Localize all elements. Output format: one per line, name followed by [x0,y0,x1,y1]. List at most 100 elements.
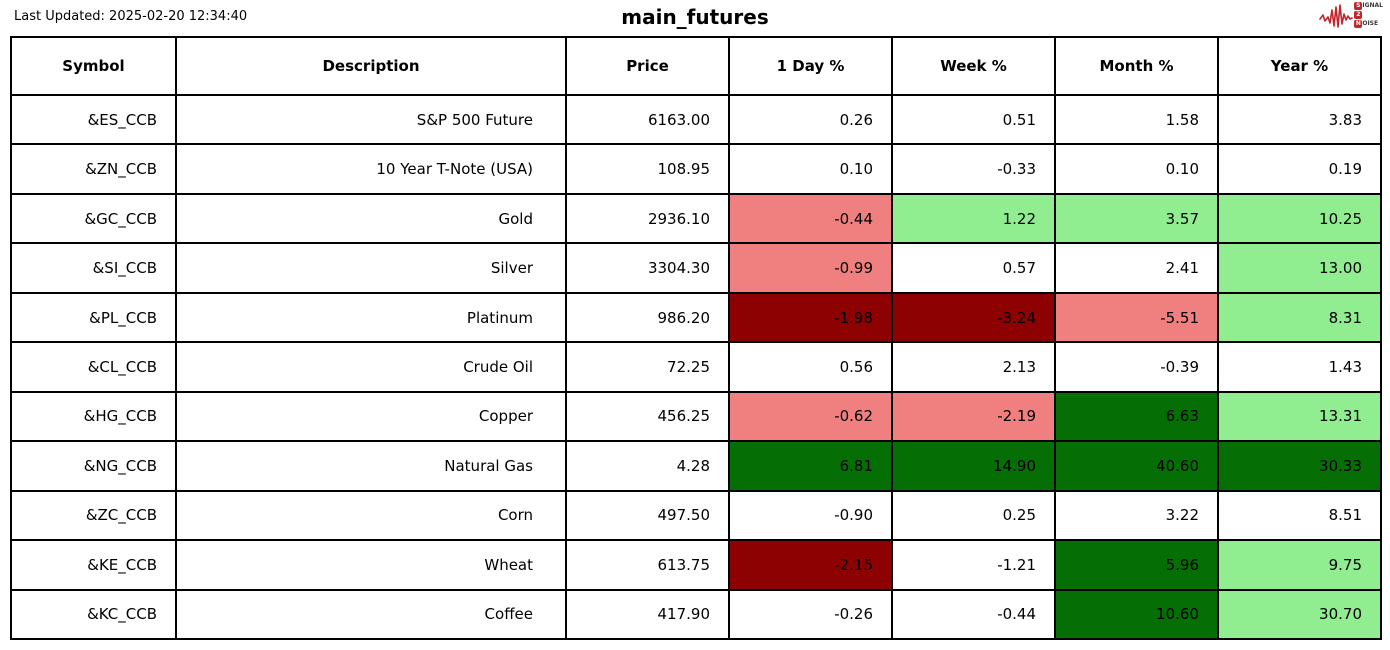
description-cell: Corn [175,489,567,542]
description-cell: Crude Oil [175,341,567,393]
header-row: Symbol Description Price 1 Day % Week % … [10,36,1382,96]
year-change-cell: 30.33 [1217,440,1382,492]
day-change-cell: -0.62 [728,390,893,443]
description-cell: Coffee [175,588,567,641]
table-row: &PL_CCB Platinum 986.20 -1.98 -3.24 -5.5… [10,291,1382,344]
week-change-cell: -2.19 [891,390,1056,443]
logo-line-2: 2 [1354,11,1383,19]
day-change-cell: 0.26 [728,93,893,146]
symbol-cell: &ES_CCB [10,93,177,146]
symbol-cell: &SI_CCB [10,242,177,294]
logo-line-noise: N OISE [1354,20,1383,28]
header-symbol: Symbol [10,36,177,96]
price-cell: 497.50 [565,489,730,542]
table-row: &KE_CCB Wheat 613.75 -2.15 -1.21 5.96 9.… [10,539,1382,591]
logo-line-signal: S IGNAL [1354,2,1383,10]
day-change-cell: -0.26 [728,588,893,641]
price-cell: 2936.10 [565,192,730,245]
year-change-cell: 30.70 [1217,588,1382,641]
week-change-cell: 1.22 [891,192,1056,245]
description-cell: 10 Year T-Note (USA) [175,143,567,195]
month-change-cell: 5.96 [1054,539,1219,591]
table-row: &HG_CCB Copper 456.25 -0.62 -2.19 6.63 1… [10,390,1382,443]
day-change-cell: 0.56 [728,341,893,393]
week-change-cell: 2.13 [891,341,1056,393]
day-change-cell: -0.44 [728,192,893,245]
year-change-cell: 3.83 [1217,93,1382,146]
month-change-cell: 1.58 [1054,93,1219,146]
day-change-cell: 6.81 [728,440,893,492]
week-change-cell: -0.44 [891,588,1056,641]
table-row: &NG_CCB Natural Gas 4.28 6.81 14.90 40.6… [10,440,1382,492]
logo-badge-2: 2 [1354,11,1363,19]
description-cell: Wheat [175,539,567,591]
price-cell: 4.28 [565,440,730,492]
symbol-cell: &ZC_CCB [10,489,177,542]
year-change-cell: 8.31 [1217,291,1382,344]
page-title: main_futures [621,5,769,29]
table-row: &ZC_CCB Corn 497.50 -0.90 0.25 3.22 8.51 [10,489,1382,542]
month-change-cell: 2.41 [1054,242,1219,294]
symbol-cell: &KE_CCB [10,539,177,591]
symbol-cell: &KC_CCB [10,588,177,641]
month-change-cell: -5.51 [1054,291,1219,344]
futures-table: Symbol Description Price 1 Day % Week % … [10,36,1382,641]
header-price: Price [565,36,730,96]
header-week-pct: Week % [891,36,1056,96]
waveform-icon [1319,2,1354,28]
header-year-pct: Year % [1217,36,1382,96]
price-cell: 3304.30 [565,242,730,294]
table-row: &SI_CCB Silver 3304.30 -0.99 0.57 2.41 1… [10,242,1382,294]
year-change-cell: 13.31 [1217,390,1382,443]
signal2noise-logo: S IGNAL 2 N OISE [1319,2,1383,28]
symbol-cell: &CL_CCB [10,341,177,393]
price-cell: 6163.00 [565,93,730,146]
year-change-cell: 13.00 [1217,242,1382,294]
description-cell: Copper [175,390,567,443]
table-row: &ZN_CCB 10 Year T-Note (USA) 108.95 0.10… [10,143,1382,195]
symbol-cell: &ZN_CCB [10,143,177,195]
table-row: &CL_CCB Crude Oil 72.25 0.56 2.13 -0.39 … [10,341,1382,393]
month-change-cell: 6.63 [1054,390,1219,443]
month-change-cell: 3.22 [1054,489,1219,542]
price-cell: 986.20 [565,291,730,344]
day-change-cell: -2.15 [728,539,893,591]
price-cell: 456.25 [565,390,730,443]
month-change-cell: 0.10 [1054,143,1219,195]
symbol-cell: &GC_CCB [10,192,177,245]
week-change-cell: -1.21 [891,539,1056,591]
week-change-cell: 0.25 [891,489,1056,542]
week-change-cell: 0.51 [891,93,1056,146]
price-cell: 108.95 [565,143,730,195]
description-cell: Silver [175,242,567,294]
symbol-cell: &PL_CCB [10,291,177,344]
description-cell: Natural Gas [175,440,567,492]
logo-badge-s: S [1354,2,1363,10]
day-change-cell: 0.10 [728,143,893,195]
logo-word-oise: OISE [1362,20,1379,27]
year-change-cell: 8.51 [1217,489,1382,542]
table-row: &GC_CCB Gold 2936.10 -0.44 1.22 3.57 10.… [10,192,1382,245]
week-change-cell: -3.24 [891,291,1056,344]
futures-table-header: Symbol Description Price 1 Day % Week % … [10,36,1382,96]
table-row: &ES_CCB S&P 500 Future 6163.00 0.26 0.51… [10,93,1382,146]
week-change-cell: 14.90 [891,440,1056,492]
month-change-cell: -0.39 [1054,341,1219,393]
symbol-cell: &HG_CCB [10,390,177,443]
year-change-cell: 1.43 [1217,341,1382,393]
month-change-cell: 40.60 [1054,440,1219,492]
month-change-cell: 10.60 [1054,588,1219,641]
day-change-cell: -1.98 [728,291,893,344]
year-change-cell: 10.25 [1217,192,1382,245]
header-description: Description [175,36,567,96]
logo-badge-n: N [1354,20,1363,28]
year-change-cell: 9.75 [1217,539,1382,591]
description-cell: Platinum [175,291,567,344]
header-month-pct: Month % [1054,36,1219,96]
month-change-cell: 3.57 [1054,192,1219,245]
description-cell: S&P 500 Future [175,93,567,146]
day-change-cell: -0.99 [728,242,893,294]
logo-word-ignal: IGNAL [1362,2,1383,9]
description-cell: Gold [175,192,567,245]
